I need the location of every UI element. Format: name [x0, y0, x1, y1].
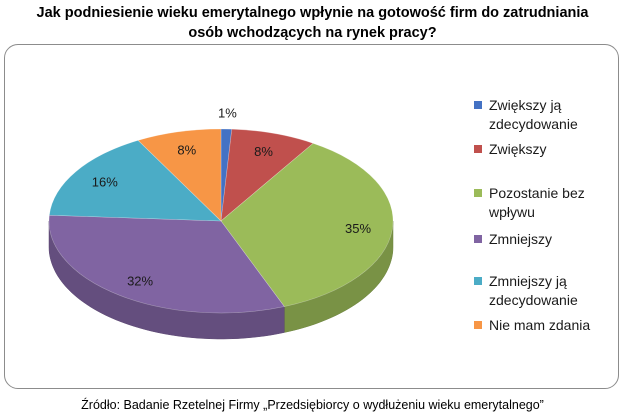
chart-title-line-1: Jak podniesienie wieku emerytalnego wpły…: [36, 5, 589, 21]
legend-label-1: Zwiększy: [489, 141, 547, 157]
chart-title-line-2: osób wchodzących na rynek pracy?: [188, 25, 437, 41]
legend-item-3: Zmniejszy: [474, 230, 619, 249]
legend-label-2: Pozostanie bez wpływu: [489, 185, 585, 220]
legend-label-5: Nie mam zdania: [489, 317, 591, 333]
pie-slice-2: [220, 142, 394, 307]
legend-label-4: Zmniejszy ją zdecydowanie: [489, 273, 578, 308]
pie-slice-1: [220, 128, 314, 222]
chart-title: Jak podniesienie wieku emerytalnego wpły…: [0, 3, 625, 43]
legend-swatch-0: [474, 101, 482, 109]
data-label-1: 8%: [254, 144, 273, 159]
legend-item-0: Zwiększy ją zdecydowanie: [474, 96, 619, 134]
data-label-4: 16%: [92, 175, 118, 190]
pie-slice-4: [49, 140, 222, 222]
legend-swatch-2: [474, 189, 482, 197]
pie-slice-5: [137, 128, 222, 222]
legend-label-3: Zmniejszy: [489, 231, 553, 247]
legend-label-0: Zwiększy ją zdecydowanie: [489, 97, 578, 132]
legend-swatch-4: [474, 277, 482, 285]
pie-slice-0: [220, 128, 233, 222]
source-note: Źródło: Badanie Rzetelnej Firmy „Przedsi…: [81, 398, 544, 412]
legend-item-2: Pozostanie bez wpływu: [474, 184, 619, 222]
legend-swatch-5: [474, 321, 482, 329]
data-label-2: 35%: [345, 221, 371, 236]
pie-data-labels: 1% 8% 35% 32% 16% 8%: [92, 106, 372, 289]
legend-swatch-3: [474, 235, 482, 243]
pie-slice-3: [48, 214, 285, 314]
legend-item-1: Zwiększy: [474, 140, 619, 159]
legend-item-5: Nie mam zdania: [474, 316, 619, 335]
legend-item-4: Zmniejszy ją zdecydowanie: [474, 272, 619, 310]
data-label-3: 32%: [127, 274, 153, 289]
legend-swatch-1: [474, 145, 482, 153]
data-label-0: 1%: [218, 106, 237, 121]
data-label-5: 8%: [177, 143, 196, 158]
pie-slices: [48, 128, 394, 314]
